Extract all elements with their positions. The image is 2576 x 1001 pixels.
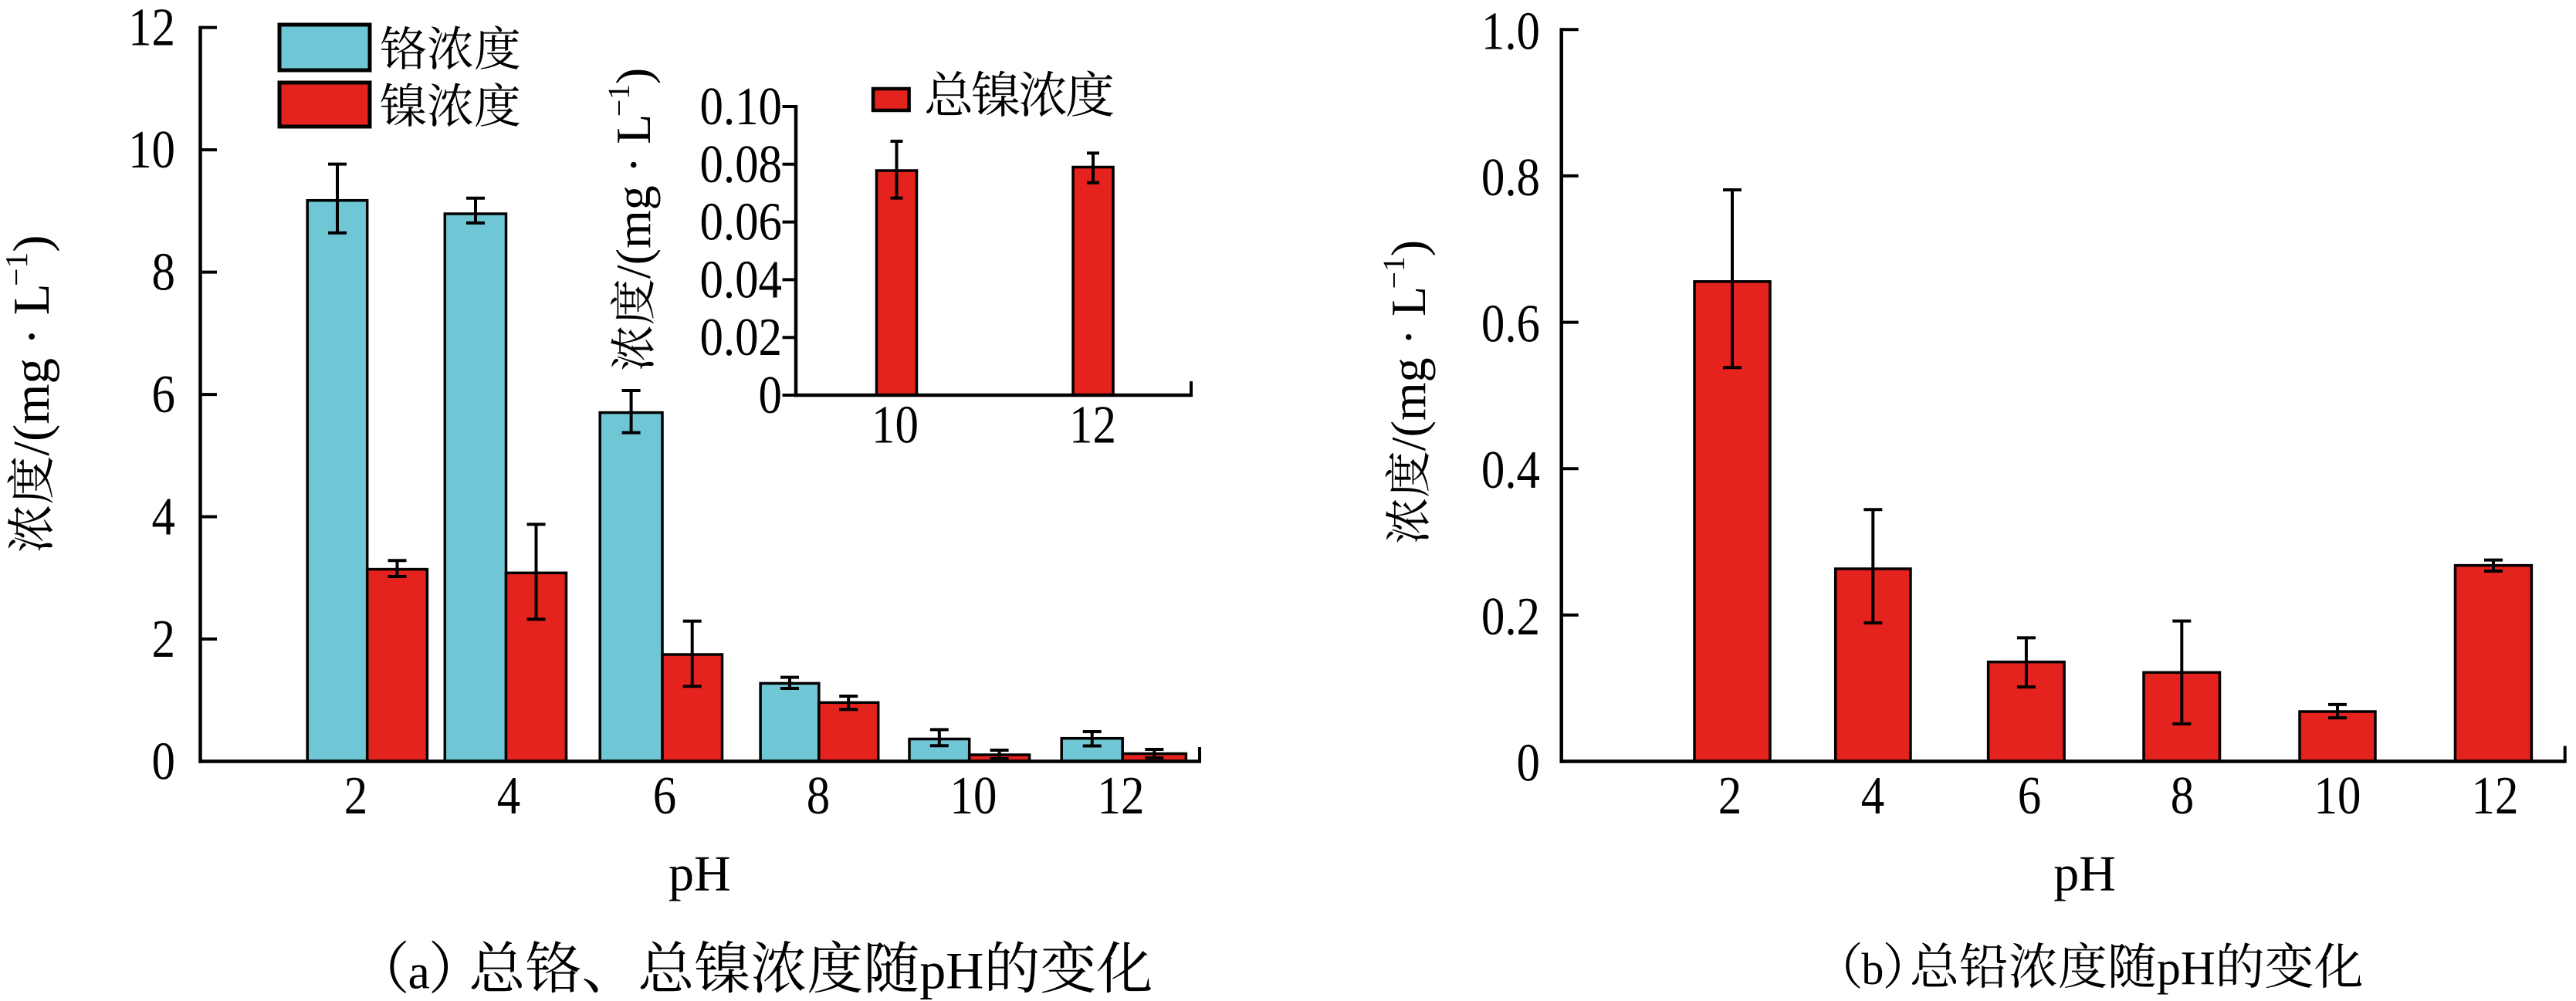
svg-text:8: 8 xyxy=(2171,766,2194,826)
svg-text:12: 12 xyxy=(128,0,175,58)
svg-text:0.4: 0.4 xyxy=(1481,441,1540,500)
svg-text:b: b xyxy=(1861,944,1884,994)
svg-text:1.0: 1.0 xyxy=(1481,2,1540,61)
svg-text:2: 2 xyxy=(152,610,175,669)
svg-text:0.2: 0.2 xyxy=(1481,587,1540,647)
svg-text:−1: −1 xyxy=(1377,256,1411,289)
svg-text:6: 6 xyxy=(653,766,676,826)
svg-text:pH: pH xyxy=(669,846,731,902)
svg-text:10: 10 xyxy=(950,766,997,826)
svg-text:10: 10 xyxy=(872,396,919,455)
svg-text:0: 0 xyxy=(1517,734,1540,793)
svg-text:/(mg · L: /(mg · L xyxy=(1381,286,1436,451)
svg-text:6: 6 xyxy=(2018,766,2041,826)
svg-text:4: 4 xyxy=(152,488,175,547)
svg-text:a: a xyxy=(408,945,430,999)
svg-text:12: 12 xyxy=(1069,396,1116,455)
svg-text:0.02: 0.02 xyxy=(699,308,782,367)
svg-text:6: 6 xyxy=(152,365,175,424)
svg-text:12: 12 xyxy=(2472,766,2519,826)
svg-text:0.08: 0.08 xyxy=(699,135,782,194)
svg-text:): ) xyxy=(1381,240,1436,256)
svg-text:/(mg · L: /(mg · L xyxy=(3,283,60,455)
svg-text:0: 0 xyxy=(152,732,175,792)
svg-text:10: 10 xyxy=(2314,766,2361,826)
svg-text:12: 12 xyxy=(1098,766,1145,826)
svg-text:pH: pH xyxy=(2157,942,2215,995)
svg-text:0.06: 0.06 xyxy=(699,193,782,252)
svg-text:pH: pH xyxy=(919,942,983,1000)
svg-text:0.10: 0.10 xyxy=(699,77,782,137)
svg-text:4: 4 xyxy=(1861,766,1884,826)
svg-text:): ) xyxy=(606,68,661,84)
svg-text:0: 0 xyxy=(759,366,782,425)
svg-text:8: 8 xyxy=(152,243,175,303)
svg-text:pH: pH xyxy=(2053,846,2116,902)
svg-text:4: 4 xyxy=(497,766,520,826)
svg-text:2: 2 xyxy=(1718,766,1742,826)
svg-text:0.8: 0.8 xyxy=(1481,148,1540,208)
svg-text:2: 2 xyxy=(344,766,367,826)
svg-text:): ) xyxy=(3,235,60,252)
svg-text:10: 10 xyxy=(128,120,175,180)
svg-text:−1: −1 xyxy=(0,252,34,286)
svg-text:8: 8 xyxy=(807,766,830,826)
svg-text:−1: −1 xyxy=(602,84,636,117)
svg-text:/(mg · L: /(mg · L xyxy=(606,114,661,279)
svg-text:0.6: 0.6 xyxy=(1481,295,1540,354)
svg-text:0.04: 0.04 xyxy=(699,251,782,310)
